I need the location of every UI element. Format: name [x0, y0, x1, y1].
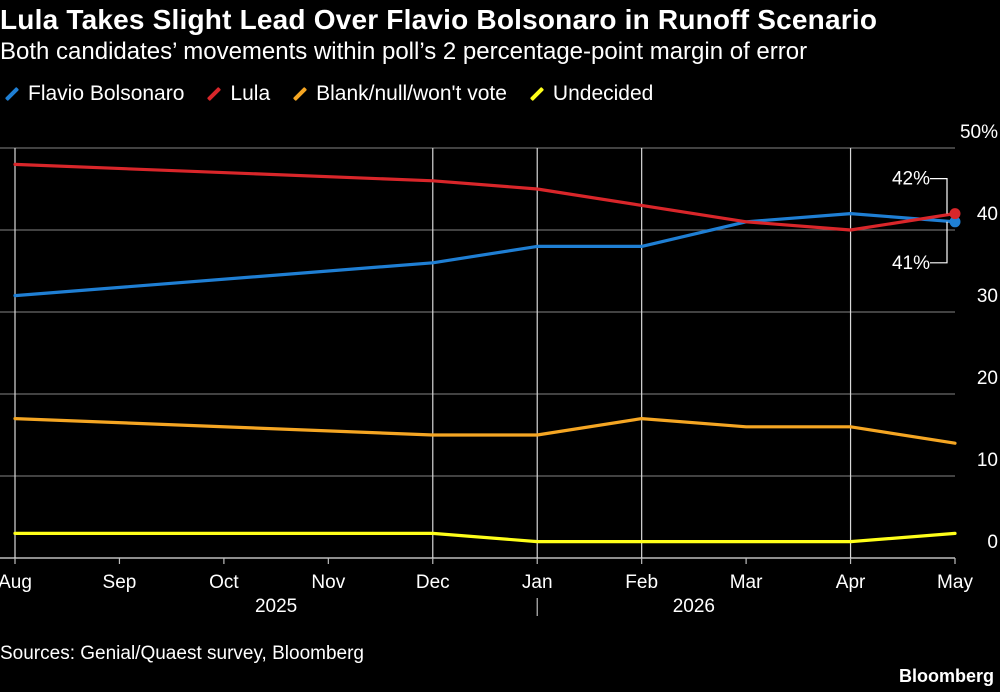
y-tick-label: 20 [977, 368, 998, 389]
annotation-leader [930, 221, 948, 264]
x-tick-label: May [937, 572, 973, 593]
x-tick-label: Feb [625, 572, 658, 593]
end-point-marker [949, 216, 961, 228]
legend-item: Flavio Bolsonaro [0, 82, 184, 106]
year-label: 2026 [673, 596, 715, 617]
year-label: 2025 [255, 596, 297, 617]
x-tick-label: Sep [103, 572, 137, 593]
legend-label: Blank/null/won't vote [316, 82, 507, 105]
x-tick-label: Mar [730, 572, 763, 593]
series-line [13, 162, 957, 232]
legend-label: Lula [230, 82, 271, 105]
chart-title: Lula Takes Slight Lead Over Flavio Bolso… [0, 4, 878, 35]
chart-subtitle: Both candidates’ movements within poll’s… [0, 38, 808, 65]
series-line [13, 212, 957, 298]
y-tick-label: 50% [960, 122, 998, 143]
series-line [13, 531, 957, 544]
source-note: Sources: Genial/Quaest survey, Bloomberg [0, 643, 364, 664]
bloomberg-logo: Bloomberg [898, 666, 994, 686]
x-tick-label: Jan [522, 572, 553, 593]
legend-item: Blank/null/won't vote [288, 82, 507, 106]
end-point-marker [949, 208, 961, 220]
y-tick-label: 0 [987, 532, 998, 553]
x-tick-label: Aug [0, 572, 32, 593]
x-tick-label: Oct [209, 572, 239, 593]
legend: Flavio Bolsonaro Lula Blank/null/won't vot… [0, 82, 671, 106]
annotation-leader [930, 178, 948, 214]
y-tick-label: 40 [977, 204, 998, 225]
legend-item: Lula [202, 82, 270, 106]
x-tick-label: Apr [836, 572, 866, 593]
x-tick-label: Nov [311, 572, 345, 593]
x-tick-label: Dec [416, 572, 450, 593]
annotation-label: 41% [892, 253, 930, 274]
series-line [13, 417, 957, 445]
annotation-label: 42% [892, 169, 930, 190]
y-tick-label: 10 [977, 450, 998, 471]
legend-item: Undecided [525, 82, 653, 106]
legend-label: Flavio Bolsonaro [28, 82, 185, 105]
y-tick-label: 30 [977, 286, 998, 307]
legend-label: Undecided [552, 82, 654, 105]
